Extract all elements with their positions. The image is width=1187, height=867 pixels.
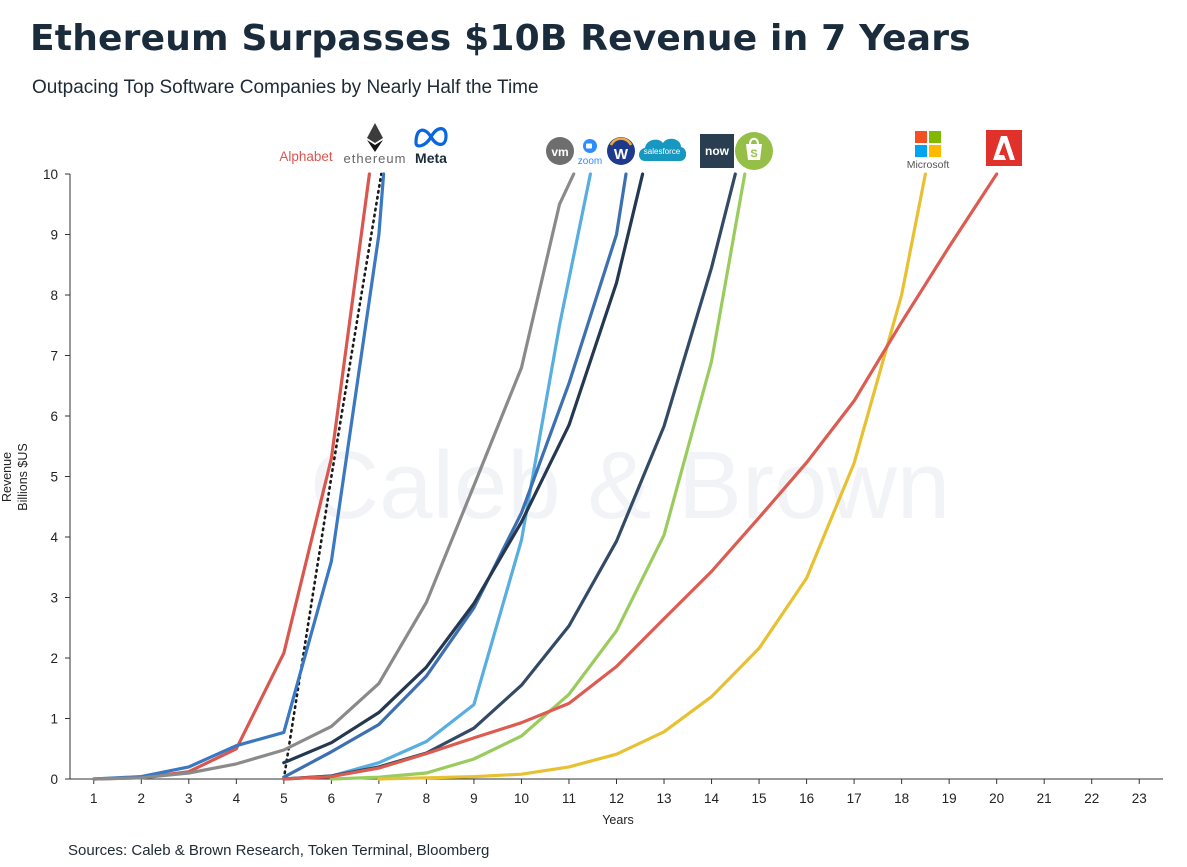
y-tick-label: 0 [50,772,58,787]
x-tick-label: 8 [423,791,431,806]
logo-workday: W [607,137,635,165]
chart-title: Ethereum Surpasses $10B Revenue in 7 Yea… [30,18,971,59]
x-tick-label: 7 [375,791,383,806]
meta-logo-text: Meta [415,150,447,166]
series-line-vmware [92,172,576,781]
meta-icon [414,127,448,148]
salesforce-icon [639,138,687,161]
x-tick-label: 6 [328,791,336,806]
x-tick-label: 10 [514,791,529,806]
series-line-meta [92,172,386,781]
x-tick-label: 21 [1037,791,1052,806]
salesforce-logo-text: salesforce [644,147,681,156]
y-tick-label: 2 [50,651,58,666]
y-tick-label: 9 [50,228,58,243]
x-tick-label: 18 [894,791,909,806]
series-line-adobe [282,172,999,781]
chart-subtitle: Outpacing Top Software Companies by Near… [32,77,539,98]
series-line-workday [282,172,628,779]
x-tick-label: 16 [799,791,814,806]
y-tick-label: 3 [50,591,58,606]
watermark: Caleb & Brown [310,432,950,539]
x-tick-label: 3 [185,791,193,806]
chart-series [92,172,999,781]
x-tick-label: 23 [1132,791,1147,806]
y-axis-label-line-1: Revenue [0,452,14,502]
y-tick-label: 4 [50,530,58,545]
y-tick-label: 6 [50,409,58,424]
series-line-salesforce [282,172,645,765]
x-tick-label: 14 [704,791,720,806]
logo-alphabet: Alphabet [279,149,333,164]
series-line-alphabet [92,172,371,781]
x-tick-label: 13 [657,791,672,806]
alphabet-logo-text: Alphabet [279,149,333,164]
y-axis-label: Revenue Billions $US [0,443,30,510]
series-line-microsoft [377,172,928,781]
logo-microsoft: Microsoft [907,131,950,171]
x-tick-label: 15 [752,791,767,806]
logo-adobe [986,130,1022,166]
logo-zoom: zoom [578,139,602,167]
y-tick-label: 5 [50,470,58,485]
ethereum-icon [367,123,383,152]
x-tick-label: 19 [942,791,957,806]
workday-icon [607,137,635,165]
sources-note: Sources: Caleb & Brown Research, Token T… [68,842,490,859]
logo-salesforce: salesforce [639,138,687,161]
microsoft-icon [915,131,941,157]
y-tick-label: 7 [50,349,58,364]
y-axis-label-line-2: Billions $US [16,443,30,510]
ethereum-logo-text: ethereum [344,151,407,166]
microsoft-logo-text: Microsoft [907,159,950,171]
x-tick-label: 5 [280,791,288,806]
vmware-icon [546,137,574,165]
workday-logo-text: W [614,146,629,163]
adobe-icon [986,130,1022,166]
logo-ethereum: ethereum [344,123,407,166]
logo-servicenow: now [700,134,734,168]
logo-vmware: vm [546,137,574,165]
x-tick-label: 11 [562,791,576,806]
x-tick-label: 4 [233,791,241,806]
svg-text:S: S [750,148,757,160]
x-tick-label: 9 [470,791,478,806]
x-tick-label: 17 [847,791,862,806]
zoom-logo-text: zoom [578,156,602,167]
logo-meta: Meta [414,127,448,166]
servicenow-icon [700,134,734,168]
logo-shopify: S [735,132,773,170]
servicenow-logo-text: now [705,144,730,158]
y-tick-label: 1 [50,712,58,727]
x-tick-label: 12 [609,791,624,806]
x-tick-label: 1 [90,791,98,806]
x-tick-label: 20 [989,791,1004,806]
x-axis-label: Years [602,813,634,827]
x-tick-label: 22 [1084,791,1099,806]
y-tick-label: 10 [43,167,58,182]
x-tick-label: 2 [138,791,146,806]
y-tick-label: 8 [50,288,58,303]
series-line-shopify [329,172,747,781]
vmware-logo-text: vm [551,145,568,159]
